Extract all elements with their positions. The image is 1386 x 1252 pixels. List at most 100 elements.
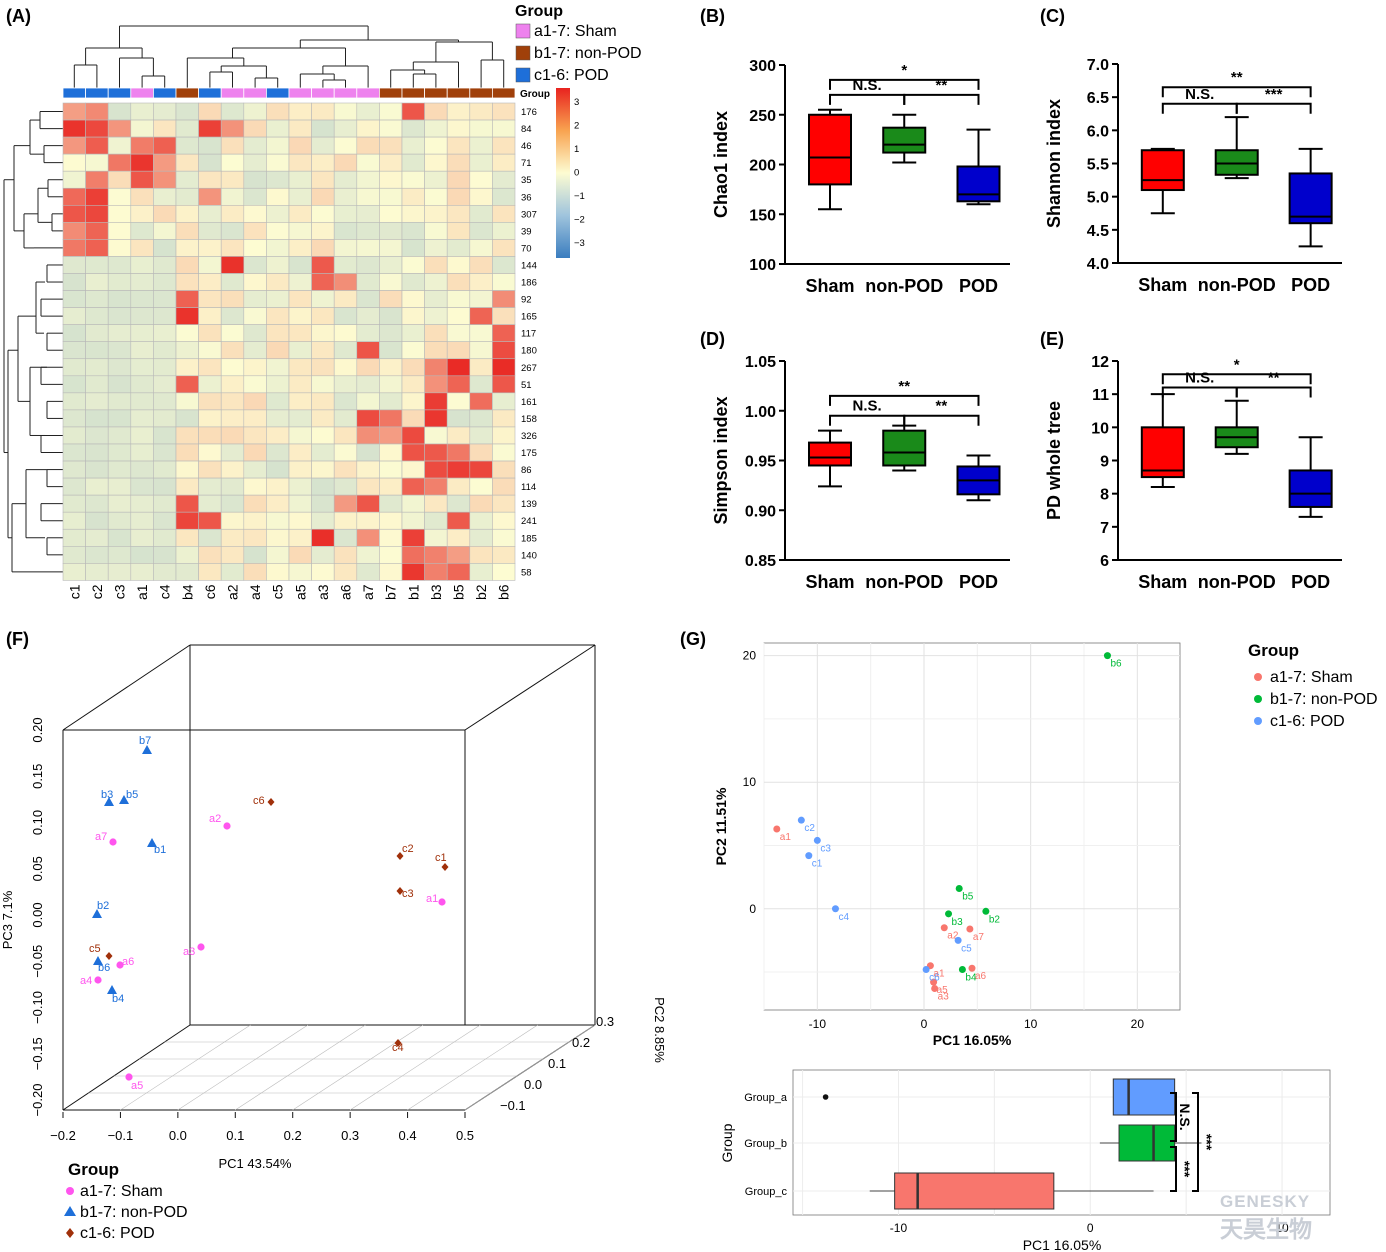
heatmap-cell [130, 153, 154, 172]
heatmap-cell [424, 307, 448, 325]
column-label-a6: a6 [338, 584, 354, 600]
point-c6 [922, 966, 930, 974]
heatmap-cells [62, 102, 516, 581]
heatmap-cell [311, 392, 335, 411]
heatmap-cell [220, 324, 245, 342]
heatmap-cell [446, 102, 471, 121]
y-tick-label: −0.20 [30, 1084, 45, 1117]
heatmap-cell [356, 426, 380, 445]
heatmap-cell [379, 187, 403, 206]
point-label-c2: c2 [804, 823, 815, 834]
heatmap-cell [311, 119, 335, 138]
heatmap-cell [266, 324, 290, 342]
heatmap-cell [333, 153, 358, 172]
heatmap-cell [198, 511, 222, 530]
column-labels: c1 c2 c3 a1 c4 b4 c6 a2 a4 c5 a5 a3 a6 a7 b7 b1 b3 b5 b2 b6 [66, 584, 511, 600]
group-bar-cell-b3 [424, 87, 448, 99]
significance-bracket [829, 78, 980, 90]
significance-label: N.S. [1185, 370, 1214, 387]
heatmap-cell [424, 290, 448, 308]
heatmap-cell [220, 136, 245, 155]
heatmap-cell [356, 392, 380, 411]
heatmap-cell [243, 119, 267, 138]
heatmap-cell [288, 153, 312, 172]
heatmap-cell [469, 324, 493, 342]
heatmap-cell [401, 511, 425, 530]
heatmap-cell [198, 256, 222, 274]
heatmap-cell [288, 341, 312, 360]
heatmap-cell [153, 102, 177, 121]
heatmap-cell [401, 222, 425, 240]
heatmap-cell [175, 409, 199, 428]
heatmap-cell [85, 119, 109, 138]
row-label-39: 39 [521, 226, 532, 237]
heatmap-cell [153, 307, 177, 325]
heatmap-cell [85, 187, 109, 206]
box-Sham [808, 441, 852, 467]
heatmap-cell [107, 290, 132, 308]
group-bar-cell-b4 [175, 87, 200, 99]
point-b6 [93, 956, 103, 965]
heatmap-cell [469, 358, 493, 377]
point-label-c1: c1 [435, 852, 447, 864]
y-tick-label-Group_b: Group_b [744, 1138, 787, 1150]
heatmap-cell [356, 375, 380, 394]
heatmap-cell [311, 324, 335, 342]
heatmap-cell [107, 256, 132, 274]
heatmap-cell [175, 341, 199, 360]
heatmap-cell [288, 136, 312, 155]
heatmap-cell [469, 341, 493, 360]
legend-marker [1254, 673, 1262, 681]
significance-bracket [1235, 102, 1312, 114]
heatmap-cell [424, 392, 448, 411]
heatmap-cell [198, 563, 222, 581]
group-bar-cell-b1 [401, 87, 426, 99]
box-POD [1288, 172, 1333, 225]
point-label-c4: c4 [838, 912, 849, 923]
y-axis-label: Chao1 index [711, 111, 731, 218]
heatmap-cell [333, 256, 358, 274]
heatmap-cell [379, 477, 403, 496]
legend-marker-triangle [64, 1206, 76, 1216]
heatmap-cell [424, 222, 448, 240]
heatmap-cell [446, 187, 471, 206]
heatmap-cell [469, 375, 493, 394]
z-axis-label: PC2 8.85% [652, 997, 667, 1063]
heatmap-cell [107, 273, 132, 291]
heatmap-cell [492, 358, 516, 377]
heatmap-cell [85, 222, 109, 240]
heatmap-cell [288, 528, 312, 547]
heatmap-cell [424, 409, 448, 428]
heatmap-cell [107, 187, 132, 206]
heatmap-cell [266, 239, 290, 257]
heatmap-cell [446, 375, 471, 394]
point-label-a1: a1 [426, 893, 438, 905]
heatmap-cell [130, 119, 154, 138]
heatmap-cell [198, 375, 222, 394]
heatmap-cell [175, 136, 199, 155]
heatmap-cell [198, 477, 222, 496]
heatmap-cell [220, 119, 245, 138]
heatmap-cell [85, 392, 109, 411]
row-label-140: 140 [521, 550, 537, 561]
heatmap-cell [424, 119, 448, 138]
heatmap-cell [379, 119, 403, 138]
y-tick-label: −0.15 [30, 1037, 45, 1070]
x-tick-label: -10 [809, 1017, 827, 1031]
y-tick-label: 1.05 [745, 354, 776, 371]
heatmap-cell [198, 324, 222, 342]
y-tick-label: 0.85 [745, 553, 776, 570]
row-label-84: 84 [521, 124, 532, 135]
heatmap-cell [333, 239, 358, 257]
heatmap-cell [446, 409, 471, 428]
heatmap-cell [243, 426, 267, 445]
heatmap-cell [401, 494, 425, 513]
row-label-176: 176 [521, 107, 537, 118]
heatmap-cell [130, 358, 154, 377]
point-a5 [930, 978, 938, 986]
heatmap-cell [62, 273, 86, 291]
point-c3 [813, 836, 821, 844]
heatmap-cell [175, 392, 199, 411]
row-label-161: 161 [521, 397, 537, 408]
heatmap-cell [62, 528, 86, 547]
